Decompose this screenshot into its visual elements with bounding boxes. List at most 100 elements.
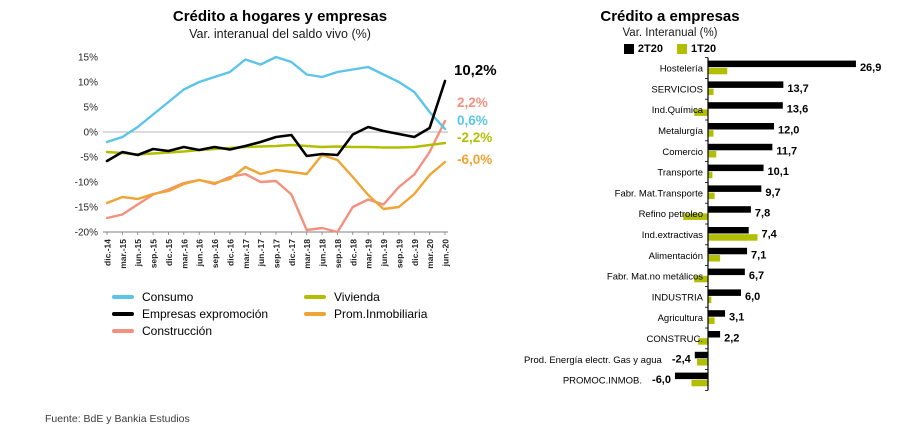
left-chart-legend: Consumo Vivienda Empresas expromoción Pr…	[112, 290, 458, 338]
y-tick-label: 15%	[78, 53, 98, 64]
x-tick-label: dic.-19	[410, 239, 420, 266]
x-tick-label: mar.-17	[241, 239, 251, 269]
y-tick-label: -15%	[75, 203, 98, 214]
x-tick-label: mar.-18	[302, 239, 312, 269]
x-tick-label: dic.-18	[348, 239, 358, 266]
bar-value-label: -2,4	[672, 353, 692, 365]
legend-label-empresas-expromocion: Empresas expromoción	[142, 307, 269, 321]
y-tick-label: 0%	[84, 128, 99, 139]
bar-value-label: 11,7	[776, 145, 797, 157]
bar-value-label: 3,1	[729, 312, 744, 324]
bar-1t20-comercio	[708, 151, 717, 158]
bar-value-label: -6,0	[652, 374, 671, 386]
y-tick-label: 10%	[78, 78, 98, 89]
x-tick-label: sep.-18	[333, 239, 343, 269]
end-label-consumo: 0,6%	[457, 113, 488, 128]
bar-2t20-prod-energ-a-electr-gas-y-agua	[694, 351, 708, 359]
x-tick-label: dic.-15	[164, 239, 174, 266]
bar-value-label: 7,1	[751, 249, 766, 261]
bar-category-label: Refino petroleo	[639, 209, 703, 220]
bar-category-label: INDUSTRIA	[652, 292, 704, 303]
x-tick-label: mar.-15	[118, 239, 128, 269]
bar-value-label: 12,0	[778, 125, 799, 137]
bar-value-label: 6,7	[749, 270, 764, 282]
bar-1t20-hosteler-a	[708, 67, 728, 75]
series-line-prom-inmobiliaria	[105, 153, 447, 211]
end-label-empresas-expromocion: 10,2%	[454, 62, 497, 79]
bar-2t20-transporte	[708, 164, 764, 172]
x-tick-label: sep.-15	[149, 239, 159, 269]
bar-value-label: 10,1	[768, 166, 789, 178]
bar-value-label: 2,2	[724, 333, 739, 345]
bar-category-label: Comercio	[662, 147, 703, 158]
right-chart-legend: 2T20 1T20	[500, 43, 840, 55]
left-chart-title: Crédito a hogares y empresas	[172, 8, 388, 25]
x-tick-label: jun.-17	[256, 239, 266, 268]
legend-label-consumo: Consumo	[142, 290, 194, 304]
bar-chart: 26,9 Hostelería 13,7 SERVICIOS 13,6 Ind.Quími…	[524, 57, 881, 391]
bar-category-label: Agricultura	[658, 313, 704, 324]
bar-2t20-agricultura	[708, 310, 726, 317]
bar-2t20-comercio	[708, 143, 773, 151]
source-note: Fuente: BdE y Bankia Estudios	[45, 413, 190, 425]
legend-item-construccion: Construcción	[112, 324, 304, 338]
bar-value-label: 13,7	[787, 83, 808, 95]
bar-value-label: 26,9	[860, 62, 881, 74]
end-label-vivienda: -2,2%	[457, 130, 493, 145]
bar-category-label: Fabr. Mat.Transporte	[615, 188, 703, 199]
series-line-empresas-expromoci-n	[105, 79, 447, 163]
legend-label-construccion: Construcción	[142, 324, 213, 338]
right-chart-title: Crédito a empresas	[600, 8, 740, 25]
legend-label-2t20: 2T20	[637, 43, 663, 55]
bar-category-label: Prod. Energía electr. Gas y agua	[524, 355, 663, 366]
y-tick-label: -20%	[75, 228, 98, 239]
bar-2t20-ind-extractivas	[708, 227, 749, 234]
bar-category-label: Metalurgía	[658, 126, 704, 137]
bar-1t20-industria	[708, 296, 712, 304]
bar-2t20-fabr-mat-transporte	[708, 185, 762, 192]
bar-value-label: 6,0	[745, 291, 760, 303]
end-label-construccion: 2,2%	[457, 95, 488, 110]
bar-2t20-ind-qu-mica	[708, 102, 783, 109]
x-tick-label: sep.-17	[272, 239, 282, 269]
bar-1t20-construc	[698, 338, 708, 345]
empresas-line-swatch	[112, 312, 134, 316]
1t20-swatch	[677, 44, 687, 54]
y-tick-label: 5%	[84, 103, 99, 114]
bar-1t20-ind-extractivas	[708, 234, 758, 241]
legend-item-prom-inmobiliaria: Prom.Inmobiliaria	[304, 307, 458, 321]
series-line-consumo	[105, 55, 447, 144]
line-chart: 15% 10% 5% 0% -5% -10% -15% -20% dic.-14 mar.-15 j…	[75, 53, 451, 269]
vivienda-line-swatch	[304, 295, 326, 299]
x-tick-label: sep.-16	[210, 239, 220, 269]
x-tick-label: jun.-20	[441, 239, 451, 268]
bar-category-label: SERVICIOS	[651, 84, 703, 95]
end-label-prom-inmobiliaria: -6,0%	[457, 152, 493, 167]
x-tick-label: jun.-19	[379, 239, 389, 268]
x-tick-label: jun.-16	[195, 239, 205, 268]
y-tick-label: -10%	[75, 178, 98, 189]
bar-1t20-metalurg-a	[708, 130, 714, 137]
bar-2t20-alimentaci-n	[708, 247, 748, 255]
bar-category-label: CONSTRUC.	[647, 334, 703, 345]
bar-2t20-fabr-mat-no-met-licos	[708, 268, 745, 276]
left-chart-subtitle: Var. interanual del saldo vivo (%)	[189, 27, 371, 41]
legend-item-consumo: Consumo	[112, 290, 304, 304]
legend-label-prom-inmobiliaria: Prom.Inmobiliaria	[334, 307, 428, 321]
x-tick-label: dic.-14	[103, 239, 113, 266]
bar-2t20-hosteler-a	[708, 60, 856, 68]
prom-inmobiliaria-line-swatch	[304, 312, 326, 316]
bar-value-label: 7,8	[755, 208, 770, 220]
bar-1t20-ind-qu-mica	[694, 109, 708, 116]
bar-category-label: Ind.extractivas	[642, 230, 703, 241]
right-chart-subtitle: Var. Interanual (%)	[622, 27, 718, 39]
legend-item-2t20: 2T20	[623, 43, 663, 55]
x-tick-label: jun.-15	[133, 239, 143, 268]
bar-category-label: Hostelería	[660, 64, 704, 75]
bar-value-label: 9,7	[765, 187, 780, 199]
bar-2t20-promoc-inmob	[675, 372, 708, 380]
bar-1t20-transporte	[708, 171, 713, 179]
bar-2t20-construc	[708, 331, 721, 338]
bar-1t20-fabr-mat-no-met-licos	[694, 275, 708, 283]
